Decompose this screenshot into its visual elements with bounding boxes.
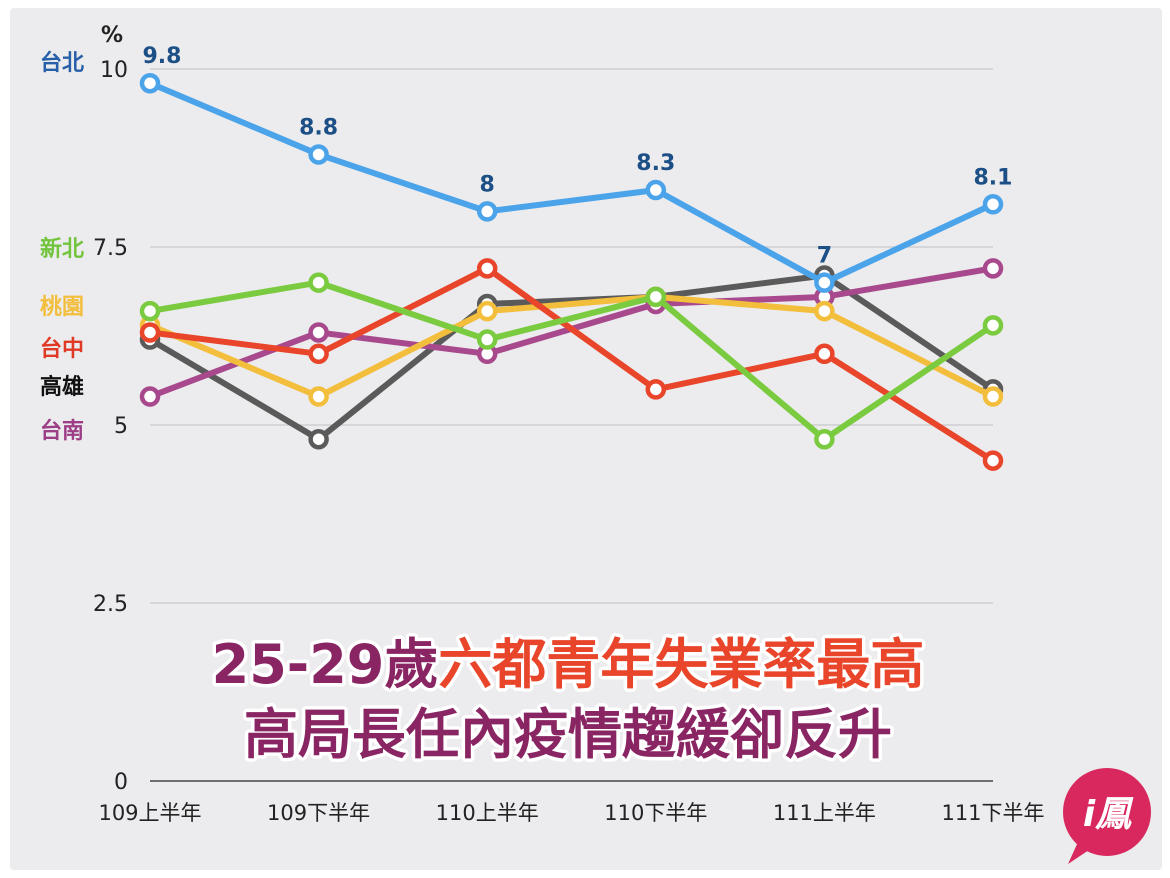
data-point <box>139 72 161 94</box>
data-point <box>476 300 498 322</box>
y-tick-label: 0 <box>114 770 128 795</box>
data-point <box>476 329 498 350</box>
legend-label: 台北 <box>40 50 84 76</box>
data-point <box>814 428 835 450</box>
y-tick-label: 10 <box>100 58 128 83</box>
y-axis-unit: % <box>101 23 123 48</box>
data-point <box>645 379 667 400</box>
logo-badge <box>1063 768 1151 856</box>
data-label: 8.1 <box>974 165 1013 190</box>
legend-label: 台中 <box>40 336 84 362</box>
data-point <box>308 322 329 343</box>
data-point <box>814 300 835 322</box>
series-line <box>147 272 996 443</box>
data-point <box>308 386 329 407</box>
legend-label: 新北 <box>40 236 84 262</box>
y-tick-label: 7.5 <box>93 236 128 261</box>
data-label: 8.3 <box>636 151 675 176</box>
series-lines <box>139 72 1004 471</box>
x-tick-label: 111上半年 <box>773 801 876 825</box>
data-label: 9.8 <box>143 44 182 69</box>
y-tick-label: 5 <box>114 414 128 439</box>
data-point <box>982 386 1004 407</box>
data-label: 7 <box>817 244 832 269</box>
brand-logo: i鳳 <box>1063 768 1151 864</box>
series-line <box>147 265 996 464</box>
data-point <box>308 144 329 165</box>
data-point <box>645 286 667 308</box>
legend-label: 桃園 <box>40 295 84 320</box>
legend-label: 台南 <box>40 418 84 444</box>
series-line <box>147 293 996 400</box>
data-point <box>814 343 835 365</box>
logo-text: i鳳 <box>1083 794 1134 835</box>
data-point <box>982 315 1004 336</box>
data-point <box>139 386 161 407</box>
x-tick-label: 111下半年 <box>941 801 1044 825</box>
data-point <box>645 179 667 201</box>
data-label: 8.8 <box>299 115 338 140</box>
x-axis-ticks: 109上半年 109下半年 110上半年 110下半年 111上半年 111下半年 <box>98 801 1044 825</box>
headline-line-2: 高局長任內疫情趨緩卻反升 <box>244 703 892 766</box>
legend-label: 高雄 <box>40 374 84 400</box>
x-tick-label: 109下半年 <box>267 801 370 825</box>
data-point <box>982 258 1004 279</box>
chart-panel <box>10 8 1162 870</box>
data-point <box>982 450 1004 471</box>
data-point <box>139 322 161 343</box>
headline-line-1: 25-29歲六都青年失業率最高 <box>212 633 925 696</box>
series-line <box>147 279 996 443</box>
data-point <box>308 428 329 450</box>
logo-tail <box>1068 842 1092 864</box>
data-labels: 9.8 8.8 8 8.3 7 8.1 <box>143 44 1013 268</box>
data-point <box>476 258 498 279</box>
data-point <box>982 194 1004 215</box>
data-point <box>308 272 329 293</box>
data-point <box>814 272 835 293</box>
data-point <box>139 300 161 322</box>
y-tick-label: 2.5 <box>93 592 128 617</box>
x-tick-label: 109上半年 <box>98 801 201 825</box>
data-point <box>308 343 329 365</box>
x-tick-label: 110上半年 <box>436 801 539 825</box>
data-label: 8 <box>480 172 495 197</box>
x-tick-label: 110下半年 <box>604 801 707 825</box>
data-point <box>476 201 498 222</box>
series-line <box>147 80 996 286</box>
y-axis-ticks: 0 2.5 5 7.5 10 <box>93 58 128 795</box>
